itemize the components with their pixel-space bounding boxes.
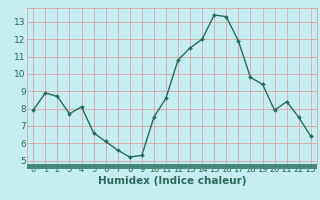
X-axis label: Humidex (Indice chaleur): Humidex (Indice chaleur) [98, 176, 246, 186]
